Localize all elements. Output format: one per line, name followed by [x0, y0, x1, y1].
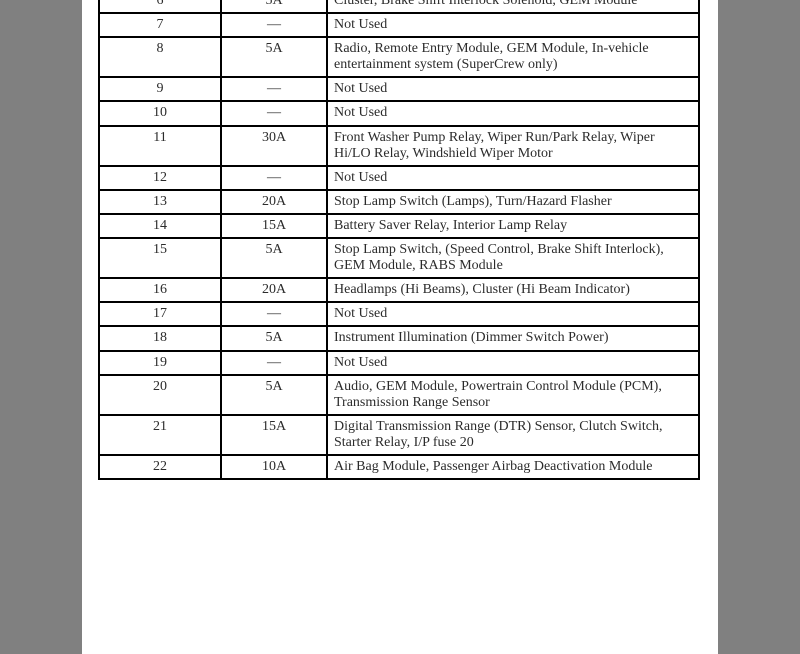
table-row: 155AStop Lamp Switch, (Speed Control, Br…	[99, 238, 699, 278]
fuse-amp-cell: —	[221, 77, 327, 101]
fuse-amp-cell: 20A	[221, 278, 327, 302]
table-row: 9—Not Used	[99, 77, 699, 101]
fuse-description-cell: Battery Saver Relay, Interior Lamp Relay	[327, 214, 699, 238]
fuse-description-cell: Audio, GEM Module, Powertrain Control Mo…	[327, 375, 699, 415]
table-row: 2115ADigital Transmission Range (DTR) Se…	[99, 415, 699, 455]
table-row: 85ARadio, Remote Entry Module, GEM Modul…	[99, 37, 699, 77]
fuse-amp-cell: —	[221, 13, 327, 37]
fuse-description-cell: Headlamps (Hi Beams), Cluster (Hi Beam I…	[327, 278, 699, 302]
table-row: 1620AHeadlamps (Hi Beams), Cluster (Hi B…	[99, 278, 699, 302]
fuse-amp-cell: 20A	[221, 190, 327, 214]
fuse-description-cell: Stop Lamp Switch (Lamps), Turn/Hazard Fl…	[327, 190, 699, 214]
fuse-amp-cell: 10A	[221, 455, 327, 479]
fuse-amp-cell: 5A	[221, 238, 327, 278]
fuse-description-cell: Air Bag Module, Passenger Airbag Deactiv…	[327, 455, 699, 479]
fuse-number-cell: 21	[99, 415, 221, 455]
fuse-number-cell: 16	[99, 278, 221, 302]
fuse-number-cell: 20	[99, 375, 221, 415]
fuse-number-cell: 22	[99, 455, 221, 479]
fuse-number-cell: 15	[99, 238, 221, 278]
table-row: 205AAudio, GEM Module, Powertrain Contro…	[99, 375, 699, 415]
fuse-table: 65ACluster, Brake Shift Interlock Soleno…	[98, 0, 700, 480]
fuse-number-cell: 14	[99, 214, 221, 238]
fuse-amp-cell: —	[221, 166, 327, 190]
fuse-description-cell: Not Used	[327, 77, 699, 101]
fuse-amp-cell: 15A	[221, 214, 327, 238]
fuse-amp-cell: 5A	[221, 0, 327, 13]
table-row: 2210AAir Bag Module, Passenger Airbag De…	[99, 455, 699, 479]
fuse-amp-cell: 15A	[221, 415, 327, 455]
fuse-number-cell: 7	[99, 13, 221, 37]
fuse-number-cell: 9	[99, 77, 221, 101]
fuse-number-cell: 6	[99, 0, 221, 13]
fuse-description-cell: Radio, Remote Entry Module, GEM Module, …	[327, 37, 699, 77]
fuse-description-cell: Digital Transmission Range (DTR) Sensor,…	[327, 415, 699, 455]
table-row: 185AInstrument Illumination (Dimmer Swit…	[99, 326, 699, 350]
table-row: 19—Not Used	[99, 351, 699, 375]
fuse-amp-cell: —	[221, 302, 327, 326]
fuse-table-body: 65ACluster, Brake Shift Interlock Soleno…	[99, 0, 699, 479]
table-row: 1415ABattery Saver Relay, Interior Lamp …	[99, 214, 699, 238]
fuse-number-cell: 10	[99, 101, 221, 125]
fuse-description-cell: Not Used	[327, 13, 699, 37]
fuse-number-cell: 11	[99, 126, 221, 166]
table-row: 65ACluster, Brake Shift Interlock Soleno…	[99, 0, 699, 13]
fuse-amp-cell: —	[221, 101, 327, 125]
table-row: 10—Not Used	[99, 101, 699, 125]
fuse-description-cell: Stop Lamp Switch, (Speed Control, Brake …	[327, 238, 699, 278]
fuse-description-cell: Not Used	[327, 302, 699, 326]
table-row: 7—Not Used	[99, 13, 699, 37]
table-row: 12—Not Used	[99, 166, 699, 190]
fuse-description-cell: Cluster, Brake Shift Interlock Solenoid,…	[327, 0, 699, 13]
fuse-description-cell: Not Used	[327, 351, 699, 375]
fuse-description-cell: Not Used	[327, 166, 699, 190]
fuse-amp-cell: 30A	[221, 126, 327, 166]
table-row: 1320AStop Lamp Switch (Lamps), Turn/Haza…	[99, 190, 699, 214]
fuse-number-cell: 12	[99, 166, 221, 190]
document-page: 65ACluster, Brake Shift Interlock Soleno…	[82, 0, 718, 654]
fuse-amp-cell: —	[221, 351, 327, 375]
fuse-amp-cell: 5A	[221, 326, 327, 350]
fuse-amp-cell: 5A	[221, 375, 327, 415]
fuse-number-cell: 13	[99, 190, 221, 214]
fuse-description-cell: Front Washer Pump Relay, Wiper Run/Park …	[327, 126, 699, 166]
fuse-number-cell: 8	[99, 37, 221, 77]
table-row: 1130AFront Washer Pump Relay, Wiper Run/…	[99, 126, 699, 166]
fuse-number-cell: 17	[99, 302, 221, 326]
table-row: 17—Not Used	[99, 302, 699, 326]
fuse-description-cell: Not Used	[327, 101, 699, 125]
fuse-description-cell: Instrument Illumination (Dimmer Switch P…	[327, 326, 699, 350]
fuse-number-cell: 19	[99, 351, 221, 375]
fuse-amp-cell: 5A	[221, 37, 327, 77]
fuse-number-cell: 18	[99, 326, 221, 350]
